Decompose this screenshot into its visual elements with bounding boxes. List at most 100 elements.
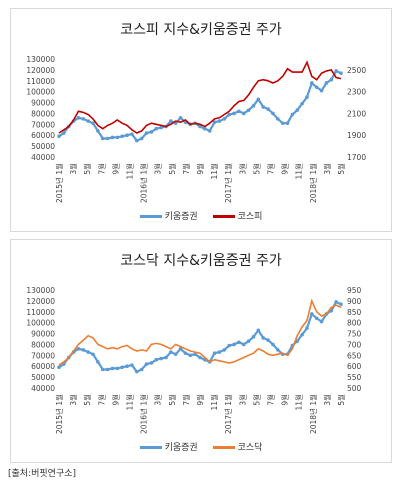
data-point [339,71,343,75]
chart-title: 코스피 지수&키움증권 주가 [120,22,282,38]
data-point [183,351,188,355]
y-left-tick-label: 100000 [26,88,55,97]
x-tick-label: 5월 [251,394,261,406]
x-tick-label: 3월 [68,394,78,406]
data-point [251,335,256,339]
x-tick-label: 2018년 1월 [308,394,318,434]
data-point [334,69,338,73]
data-point [130,363,134,367]
data-point [86,350,90,354]
data-point [290,112,295,117]
x-tick-label: 3월 [237,163,247,175]
data-point [76,347,81,351]
x-tick-label: 7월 [181,394,191,406]
data-point [139,367,144,372]
data-point [81,117,86,121]
y-left-tick-label: 100000 [26,319,55,328]
data-point [241,342,246,347]
data-point [295,108,300,112]
data-point [271,111,275,116]
x-tick-label: 9월 [110,163,120,175]
data-point [130,132,134,136]
legend: 키움증권 코스닥 [11,440,391,453]
data-point [256,97,261,102]
data-point [314,85,319,90]
x-tick-label: 2016년 1월 [139,163,149,203]
chart-title: 코스닥 지수&키움증권 주가 [120,253,282,269]
x-tick-label: 7월 [96,163,106,175]
x-tick-label: 11월 [294,163,304,180]
data-point [164,355,168,360]
legend-label: 키움증권 [164,212,198,222]
y-right-tick-label: 700 [347,340,362,349]
y-right-tick-label: 750 [347,330,362,339]
data-point [222,348,227,352]
data-point [251,104,256,108]
y-right-tick-label: 2500 [347,66,366,75]
y-right-tick-label: 600 [347,362,362,371]
x-tick-label: 11월 [209,394,219,411]
data-point [154,126,159,131]
data-point [105,367,110,372]
data-point [266,338,270,342]
y-right-tick-label: 850 [347,308,362,317]
x-tick-label: 5월 [167,394,177,406]
legend-item-kiwoom: 키움증권 [139,440,198,453]
y-right-tick-label: 1700 [347,153,366,162]
y-left-tick-label: 70000 [31,351,55,360]
data-point [203,126,207,131]
data-point [319,319,324,324]
x-tick-label: 3월 [153,163,163,175]
data-point [285,121,290,126]
legend-item-kiwoom: 키움증권 [139,209,198,222]
data-point [57,134,61,139]
x-tick-label: 11월 [294,394,304,411]
data-point [178,116,183,120]
data-point [193,352,197,357]
legend-label: 코스닥 [237,443,263,453]
data-point [173,352,178,357]
data-point [125,364,129,369]
data-point [319,88,324,93]
source-note: [출처:버핏연구소] [8,469,77,479]
data-point [134,369,139,374]
y-left-tick-label: 120000 [26,66,55,75]
data-point [86,119,90,123]
x-tick-label: 7월 [181,163,191,175]
data-point [266,107,270,111]
data-point [324,81,329,85]
data-point [217,350,222,354]
y-left-tick-label: 50000 [31,373,55,382]
y-right-tick-label: 2300 [347,88,366,97]
y-left-tick-label: 70000 [31,120,55,129]
legend: 키움증권 코스피 [11,209,391,222]
y-left-tick-label: 110000 [26,308,55,317]
x-tick-label: 3월 [322,163,332,175]
data-point [159,356,163,361]
data-point [96,129,100,133]
data-point [134,138,139,143]
data-point [237,340,241,345]
x-tick-label: 3월 [237,394,247,406]
series-line-2 [58,60,342,134]
data-point [100,136,105,141]
x-tick-label: 3월 [322,394,332,406]
data-point [261,105,266,109]
data-point [232,111,236,116]
data-point [222,117,227,121]
data-point [76,116,81,120]
data-point [339,302,343,306]
y-right-tick-label: 900 [347,297,362,306]
y-left-tick-label: 50000 [31,142,55,151]
legend-item-kosdaq: 코스닥 [212,440,263,453]
x-tick-label: 9월 [110,394,120,406]
data-point [96,360,100,364]
y-right-tick-label: 1900 [347,131,366,140]
y-left-tick-label: 130000 [26,55,55,64]
series-line-2 [58,298,342,366]
x-tick-label: 3월 [68,163,78,175]
data-point [115,135,120,140]
data-point [275,348,280,352]
